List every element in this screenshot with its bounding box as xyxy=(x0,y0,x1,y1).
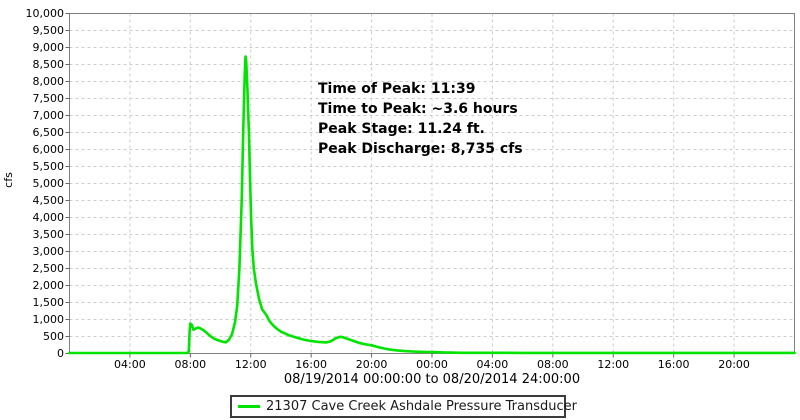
y-tick-label: 8,000 xyxy=(32,74,65,88)
y-tick-label: 3,500 xyxy=(32,227,65,241)
y-tick-label: 4,000 xyxy=(32,210,65,224)
annotation-time-of-peak: Time of Peak: 11:39 xyxy=(318,81,476,97)
x-tick-label: 16:00 xyxy=(657,358,690,371)
y-tick-label: 10,000 xyxy=(25,6,65,20)
series-line xyxy=(68,55,796,355)
x-tick-label: 08:00 xyxy=(174,358,207,371)
annotation-peak-discharge: Peak Discharge: 8,735 cfs xyxy=(318,141,523,157)
y-tick-label: 1,500 xyxy=(32,295,65,309)
y-tick-label: 8,500 xyxy=(32,57,65,71)
x-tick-label: 00:00 xyxy=(416,358,448,371)
x-tick-label: 12:00 xyxy=(597,358,630,371)
y-tick-label: 6,000 xyxy=(32,142,65,156)
x-tick-label: 04:00 xyxy=(114,358,146,371)
y-tick-label: 5,000 xyxy=(32,176,65,190)
annotation-peak-stage: Peak Stage: 11.24 ft. xyxy=(318,121,485,137)
annotation-time-to-peak: Time to Peak: ~3.6 hours xyxy=(318,101,518,117)
y-tick-label: 2,000 xyxy=(32,278,65,292)
y-tick-label: 4,500 xyxy=(32,193,65,207)
y-tick-label: 6,500 xyxy=(32,125,65,139)
x-tick-label: 20:00 xyxy=(355,358,388,371)
peak-annotation: Time of Peak: 11:39 Time to Peak: ~3.6 h… xyxy=(318,79,523,159)
x-tick-label: 20:00 xyxy=(718,358,750,371)
x-tick-label: 08:00 xyxy=(536,358,569,371)
y-tick-label: 2,500 xyxy=(32,261,65,275)
y-tick-label: 9,500 xyxy=(32,23,65,37)
legend: 21307 Cave Creek Ashdale Pressure Transd… xyxy=(230,395,577,418)
legend-line-swatch-icon xyxy=(238,405,260,408)
legend-label: 21307 Cave Creek Ashdale Pressure Transd… xyxy=(266,399,577,414)
y-tick-label: 0 xyxy=(57,346,64,360)
y-tick-label: 500 xyxy=(43,329,64,343)
x-axis-title: 08/19/2014 00:00:00 to 08/20/2014 24:00:… xyxy=(283,372,581,387)
y-tick-label: 9,000 xyxy=(32,40,65,54)
y-tick-label: 1,000 xyxy=(32,312,65,326)
y-tick-label: 7,500 xyxy=(32,91,65,105)
x-tick-label: 12:00 xyxy=(234,358,267,371)
x-tick-label: 16:00 xyxy=(295,358,327,371)
x-tick-label: 04:00 xyxy=(476,358,509,371)
y-tick-label: 7,000 xyxy=(32,108,65,122)
y-tick-label: 3,000 xyxy=(32,244,65,258)
y-tick-label: 5,500 xyxy=(32,159,65,173)
